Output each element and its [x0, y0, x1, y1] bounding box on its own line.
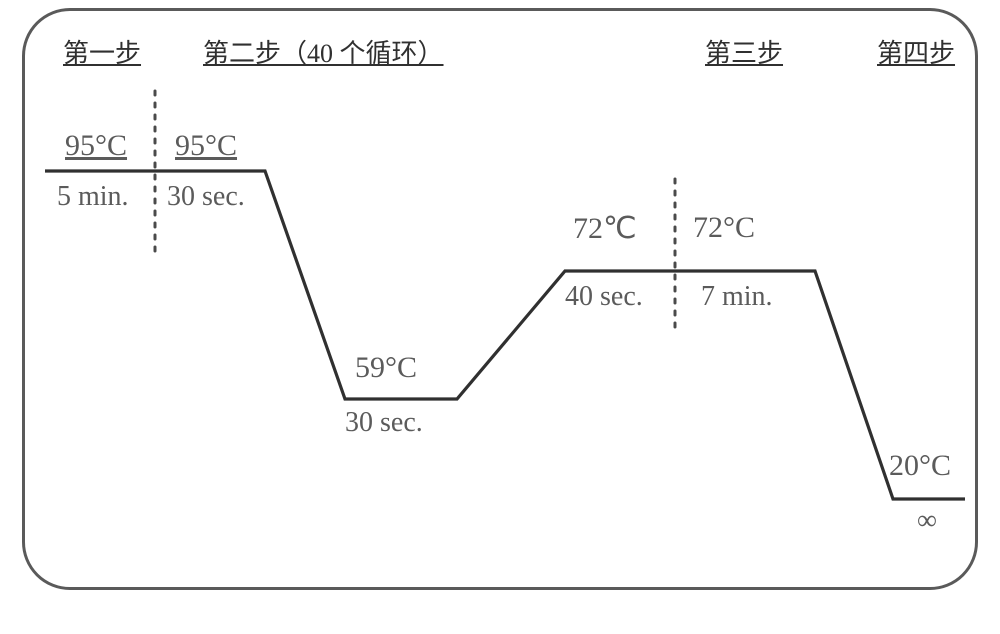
step-2-label: 第二步（40 个循环） [203, 33, 444, 70]
step-3-label: 第三步 [705, 33, 783, 70]
extend-time: 40 sec. [565, 281, 643, 313]
final-ext-temp: 72°C [693, 211, 755, 245]
anneal-temp: 59°C [355, 351, 417, 385]
initial-denat-temp: 95°C [65, 129, 127, 163]
cycle-denat-temp: 95°C [175, 129, 237, 163]
final-ext-time: 7 min. [701, 281, 773, 313]
step-4-label: 第四步 [877, 33, 955, 70]
diagram-frame: 第一步 第二步（40 个循环） 第三步 第四步 95°C 5 min. 95°C… [0, 0, 1000, 634]
pcr-profile-plot [25, 11, 981, 593]
hold-temp: 20°C [889, 449, 951, 483]
initial-denat-time: 5 min. [57, 181, 129, 213]
profile-line [45, 171, 965, 499]
extend-temp: 72℃ [573, 211, 637, 246]
step-1-label: 第一步 [63, 33, 141, 70]
anneal-time: 30 sec. [345, 407, 423, 439]
cycle-denat-time: 30 sec. [167, 181, 245, 213]
diagram-panel: 第一步 第二步（40 个循环） 第三步 第四步 95°C 5 min. 95°C… [22, 8, 978, 590]
hold-time: ∞ [917, 505, 937, 537]
